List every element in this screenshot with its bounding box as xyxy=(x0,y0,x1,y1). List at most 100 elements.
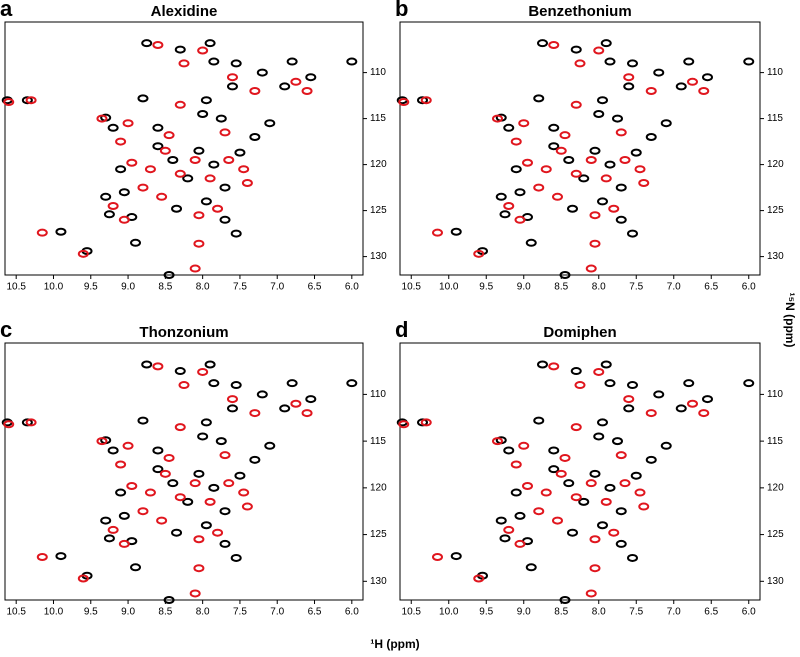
peak xyxy=(570,100,582,109)
peak xyxy=(687,399,698,408)
peak xyxy=(208,483,220,492)
peak xyxy=(604,57,616,66)
peak xyxy=(200,418,212,427)
panel-letter: b xyxy=(395,0,408,21)
peak xyxy=(264,441,276,450)
peak xyxy=(197,432,209,441)
peak xyxy=(118,511,130,520)
peak xyxy=(189,589,201,598)
x-tick-label: 8.5 xyxy=(158,282,172,293)
peak xyxy=(163,453,175,462)
peak xyxy=(503,446,515,455)
peak xyxy=(574,381,586,390)
peak xyxy=(163,271,175,279)
x-tick-label: 10.5 xyxy=(6,607,26,618)
y-tick-label: 110 xyxy=(767,389,783,400)
x-tick-label: 7.0 xyxy=(270,607,284,618)
peak xyxy=(398,98,410,107)
peak xyxy=(152,465,164,474)
peak xyxy=(627,59,638,68)
peak xyxy=(137,507,149,516)
peak xyxy=(115,488,127,497)
x-tick-label: 10.0 xyxy=(44,282,64,293)
x-tick-label: 6.0 xyxy=(742,282,756,293)
peak xyxy=(96,114,108,123)
peak xyxy=(174,45,186,54)
peak xyxy=(540,165,552,174)
y-tick-label: 115 xyxy=(370,436,386,447)
peak xyxy=(660,119,672,128)
peak xyxy=(645,455,657,464)
peak xyxy=(107,123,119,132)
peak xyxy=(702,73,713,82)
peak xyxy=(432,228,443,237)
peak xyxy=(197,46,209,55)
peak xyxy=(589,211,601,220)
peak xyxy=(137,94,149,103)
peak xyxy=(627,229,638,238)
peak xyxy=(597,197,608,206)
peak xyxy=(510,137,522,146)
peak xyxy=(645,87,657,95)
peak xyxy=(204,497,216,506)
peak xyxy=(645,133,657,141)
panel-letter: c xyxy=(0,317,12,342)
peak xyxy=(555,469,567,478)
peak xyxy=(555,146,567,155)
x-tick-label: 10.5 xyxy=(6,282,26,293)
peak xyxy=(174,493,186,502)
peak xyxy=(537,360,548,369)
x-tick-label: 7.5 xyxy=(629,607,643,618)
peak xyxy=(597,521,608,530)
y-tick-label: 125 xyxy=(767,205,784,216)
peak xyxy=(238,165,250,174)
peak xyxy=(193,469,205,478)
x-tick-label: 9.0 xyxy=(121,607,135,618)
peak xyxy=(593,367,605,376)
peak xyxy=(518,119,530,128)
peak xyxy=(615,183,627,192)
peak xyxy=(223,156,235,164)
peak xyxy=(178,381,190,390)
peak xyxy=(219,451,231,460)
x-tick-label: 9.5 xyxy=(479,607,493,618)
peak xyxy=(417,418,428,427)
peak xyxy=(234,471,246,480)
peak xyxy=(683,57,695,66)
peak xyxy=(495,516,507,525)
x-tick-label: 10.0 xyxy=(44,607,64,618)
peak xyxy=(21,418,33,427)
peak xyxy=(55,552,67,561)
peak xyxy=(159,146,171,155)
peak xyxy=(548,465,560,474)
peak xyxy=(604,379,616,388)
chart-title: Benzethonium xyxy=(528,3,631,20)
x-tick-label: 10.5 xyxy=(402,607,422,618)
peak xyxy=(197,367,209,376)
x-tick-label: 9.5 xyxy=(479,282,493,293)
y-tick-label: 115 xyxy=(767,113,783,124)
peak xyxy=(495,192,507,201)
peak xyxy=(420,418,432,427)
y-tick-label: 125 xyxy=(767,529,784,540)
x-tick-label: 9.5 xyxy=(84,282,98,293)
peak xyxy=(118,539,130,548)
peak xyxy=(226,404,238,413)
peak xyxy=(585,479,597,488)
x-tick-label: 6.5 xyxy=(704,607,718,618)
peak xyxy=(167,479,179,488)
peak xyxy=(122,441,134,450)
peak xyxy=(589,146,601,155)
x-tick-label: 8.5 xyxy=(158,607,172,618)
peak xyxy=(593,46,605,55)
peak xyxy=(212,528,224,537)
peak xyxy=(563,479,575,488)
peak xyxy=(533,94,545,103)
peak xyxy=(152,41,164,49)
peak xyxy=(193,239,205,248)
peak xyxy=(96,437,108,446)
peak xyxy=(420,96,432,105)
y-tick-label: 120 xyxy=(767,482,784,493)
peak xyxy=(563,156,575,164)
peak xyxy=(645,409,657,418)
